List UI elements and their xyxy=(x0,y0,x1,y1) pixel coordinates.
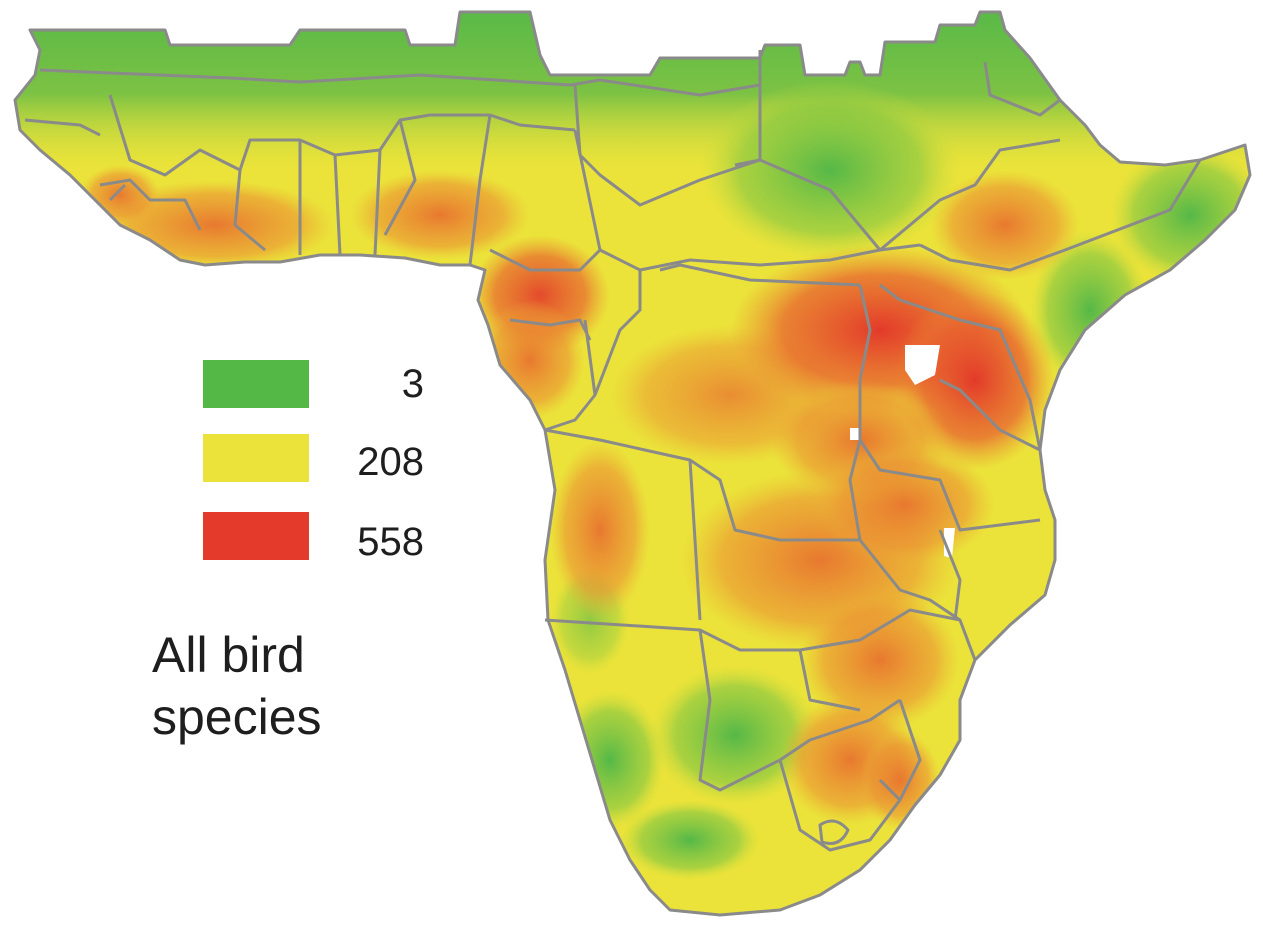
legend-swatch-high xyxy=(203,512,309,560)
richness-heat-layer xyxy=(15,12,1250,880)
legend-swatch-mid xyxy=(203,434,309,482)
lake-tanganyika xyxy=(850,428,860,440)
legend-value-high: 558 xyxy=(357,520,424,564)
legend-value-mid: 208 xyxy=(357,440,424,484)
legend-value-low: 3 xyxy=(401,362,424,406)
legend-swatch-low xyxy=(203,360,309,408)
country-borders xyxy=(13,10,1252,917)
map-title: All bird species xyxy=(152,624,452,748)
map-title-line-1: All bird xyxy=(152,627,305,683)
lake-victoria xyxy=(905,345,940,385)
map-title-line-2: species xyxy=(152,689,322,745)
